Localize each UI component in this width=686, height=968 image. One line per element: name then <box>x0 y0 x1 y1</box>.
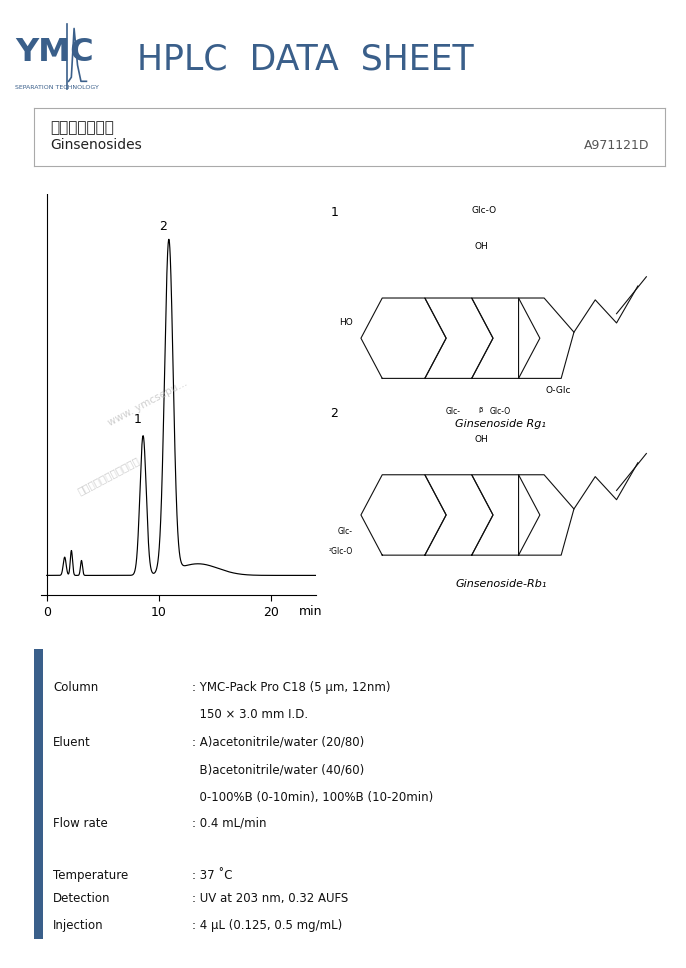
Text: 2: 2 <box>331 407 338 419</box>
Text: Glc-O: Glc-O <box>471 205 496 215</box>
Text: ジンセノサイド: ジンセノサイド <box>50 120 114 135</box>
Bar <box>34 649 43 939</box>
Text: : 37 ˚C: : 37 ˚C <box>192 869 233 882</box>
Text: Eluent: Eluent <box>54 736 91 748</box>
Text: 0-100%B (0-10min), 100%B (10-20min): 0-100%B (0-10min), 100%B (10-20min) <box>192 791 434 803</box>
Text: SEPARATION TECHNOLOGY: SEPARATION TECHNOLOGY <box>15 84 99 89</box>
Text: Flow rate: Flow rate <box>54 817 108 830</box>
Text: O-Glc: O-Glc <box>545 386 571 395</box>
Text: www. ymcsepu...: www. ymcsepu... <box>106 378 189 428</box>
Text: HO: HO <box>339 318 353 326</box>
Text: 1: 1 <box>331 205 338 219</box>
Text: Column: Column <box>54 681 99 693</box>
Text: YMC: YMC <box>15 38 94 69</box>
Text: : YMC-Pack Pro C18 (5 μm, 12nm): : YMC-Pack Pro C18 (5 μm, 12nm) <box>192 681 390 693</box>
Text: B)acetonitrile/water (40/60): B)acetonitrile/water (40/60) <box>192 764 364 776</box>
Text: Glc-: Glc- <box>338 527 353 535</box>
Text: Temperature: Temperature <box>54 869 128 882</box>
Text: 2: 2 <box>159 221 167 233</box>
Text: OH: OH <box>475 242 488 251</box>
Text: OH: OH <box>475 435 488 443</box>
Text: Ginsenoside-Rb₁: Ginsenoside-Rb₁ <box>455 579 547 590</box>
Text: Detection: Detection <box>54 892 110 905</box>
Text: ²Glc-O: ²Glc-O <box>329 547 353 556</box>
Text: : 0.4 mL/min: : 0.4 mL/min <box>192 817 267 830</box>
Text: min: min <box>299 605 322 619</box>
Text: : UV at 203 nm, 0.32 AUFS: : UV at 203 nm, 0.32 AUFS <box>192 892 348 905</box>
Text: Glc-: Glc- <box>445 407 460 415</box>
Text: β: β <box>479 407 483 412</box>
Text: 1: 1 <box>134 413 141 426</box>
Text: A971121D: A971121D <box>584 139 650 152</box>
Text: : 4 μL (0.125, 0.5 mg/mL): : 4 μL (0.125, 0.5 mg/mL) <box>192 919 342 931</box>
Text: Glc-O: Glc-O <box>490 407 511 415</box>
Text: HPLC  DATA  SHEET: HPLC DATA SHEET <box>137 43 474 76</box>
Text: Ginsenoside Rg₁: Ginsenoside Rg₁ <box>456 418 546 429</box>
Text: 150 × 3.0 mm I.D.: 150 × 3.0 mm I.D. <box>192 709 308 721</box>
Text: : A)acetonitrile/water (20/80): : A)acetonitrile/water (20/80) <box>192 736 364 748</box>
Text: Injection: Injection <box>54 919 104 931</box>
Text: Ginsenosides: Ginsenosides <box>50 138 142 152</box>
Text: 深圳凱米斯科技有限公司: 深圳凱米斯科技有限公司 <box>75 455 141 497</box>
